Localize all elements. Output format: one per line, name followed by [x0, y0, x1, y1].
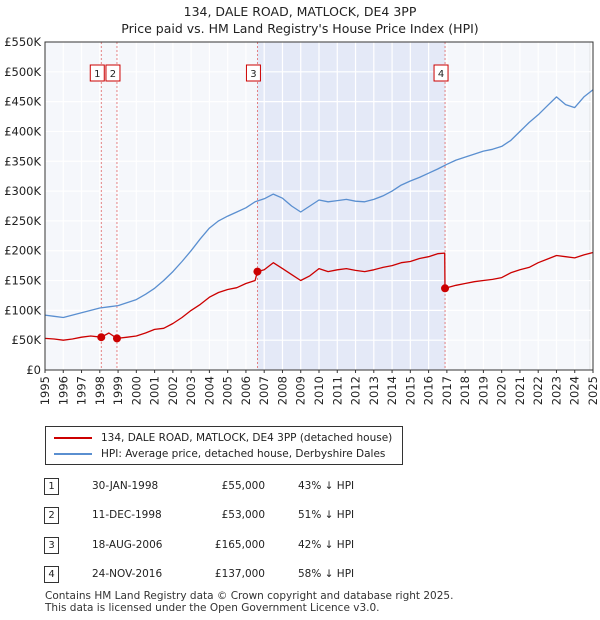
y-tick-label: £200K	[4, 244, 41, 258]
y-tick-label: £550K	[4, 35, 41, 49]
x-tick-label: 2012	[349, 376, 363, 405]
legend-label-hpi: HPI: Average price, detached house, Derb…	[101, 448, 386, 460]
row-hpi-delta: 58% ↓ HPI	[298, 568, 355, 580]
x-tick-label: 2003	[184, 376, 198, 405]
x-tick-label: 2013	[367, 376, 381, 405]
x-tick-label: 2023	[549, 376, 563, 405]
legend-swatch-blue	[54, 453, 92, 455]
shaded-ownership-period	[257, 42, 446, 370]
sale-number-box	[433, 64, 449, 82]
sale-number-box	[105, 64, 121, 82]
footer-line-licence: This data is licensed under the Open Gov…	[45, 602, 380, 614]
y-tick-label: £450K	[4, 95, 41, 109]
chart-subtitle: Price paid vs. HM Land Registry's House …	[121, 21, 479, 36]
x-tick-label: 2001	[148, 376, 162, 405]
x-tick-label: 2025	[586, 376, 600, 405]
y-tick-label: £250K	[4, 214, 41, 228]
sale-number-label: 1	[94, 69, 100, 80]
row-hpi-delta: 43% ↓ HPI	[298, 480, 355, 492]
x-tick-label: 2004	[202, 376, 216, 405]
y-tick-label: £500K	[4, 65, 41, 79]
sale-number-box	[245, 64, 261, 82]
y-tick-label: £0	[26, 363, 41, 377]
x-tick-label: 2018	[458, 376, 472, 405]
plot-border	[44, 41, 594, 371]
x-tick-label: 1996	[56, 376, 70, 405]
y-tick-label: £100K	[4, 303, 41, 317]
chart-title: 134, DALE ROAD, MATLOCK, DE4 3PP	[183, 4, 417, 19]
x-tick-label: 2008	[275, 376, 289, 405]
row-number-badge: 1	[44, 478, 59, 495]
row-hpi-delta: 51% ↓ HPI	[298, 509, 355, 521]
x-tick-label: 2000	[129, 376, 143, 405]
x-tick-label: 2024	[568, 376, 582, 405]
x-tick-label: 2022	[531, 376, 545, 405]
x-tick-label: 2020	[495, 376, 509, 405]
row-price: £53,000	[221, 509, 265, 521]
row-price: £165,000	[214, 539, 265, 551]
legend-label-property: 134, DALE ROAD, MATLOCK, DE4 3PP (detach…	[101, 432, 393, 444]
table-row: 2 11-DEC-1998 £53,000 51% ↓ HPI	[40, 507, 460, 524]
series-line-property	[44, 251, 594, 341]
sale-number-label: 2	[110, 69, 116, 80]
sale-point	[441, 284, 450, 293]
sale-point	[112, 334, 121, 343]
x-tick-label: 1995	[38, 376, 52, 405]
y-tick-label: £150K	[4, 274, 41, 288]
y-tick-label: £400K	[4, 124, 41, 138]
y-tick-label: £50K	[12, 333, 42, 347]
y-tick-label: £350K	[4, 154, 41, 168]
x-tick-label: 1999	[111, 376, 125, 405]
row-date: 18-AUG-2006	[92, 539, 163, 551]
x-tick-label: 2021	[513, 376, 527, 405]
row-price: £137,000	[214, 568, 265, 580]
row-number-badge: 2	[44, 507, 59, 524]
table-row: 1 30-JAN-1998 £55,000 43% ↓ HPI	[40, 478, 460, 495]
x-tick-label: 2019	[476, 376, 490, 405]
x-tick-label: 2005	[221, 376, 235, 405]
series-line-hpi	[44, 89, 594, 319]
footer-attribution: Contains HM Land Registry data © Crown c…	[45, 590, 453, 614]
sale-number-box	[89, 64, 105, 82]
row-date: 11-DEC-1998	[92, 509, 162, 521]
sale-number-label: 4	[438, 69, 444, 80]
row-date: 30-JAN-1998	[92, 480, 159, 492]
row-price: £55,000	[221, 480, 265, 492]
price-chart: £0 £50K £100K £150K £200K £250K £300K £350K £400…	[4, 35, 600, 405]
chart-title-block: 134, DALE ROAD, MATLOCK, DE4 3PP Price p…	[0, 3, 600, 37]
x-tick-label: 2016	[422, 376, 436, 405]
row-number-badge: 4	[44, 566, 59, 583]
x-tick-label: 2009	[294, 376, 308, 405]
x-tick-label: 2011	[330, 376, 344, 405]
sale-point	[97, 333, 106, 342]
row-date: 24-NOV-2016	[92, 568, 163, 580]
x-tick-label: 2017	[440, 376, 454, 405]
table-row: 4 24-NOV-2016 £137,000 58% ↓ HPI	[40, 566, 460, 583]
chart-legend: 134, DALE ROAD, MATLOCK, DE4 3PP (detach…	[45, 426, 403, 465]
x-tick-label: 2015	[403, 376, 417, 405]
row-hpi-delta: 42% ↓ HPI	[298, 539, 355, 551]
legend-item-property: 134, DALE ROAD, MATLOCK, DE4 3PP (detach…	[54, 431, 392, 445]
x-tick-label: 2014	[385, 376, 399, 405]
sale-number-label: 3	[250, 69, 256, 80]
x-tick-label: 1998	[93, 376, 107, 405]
x-tick-label: 2007	[257, 376, 271, 405]
legend-item-hpi: HPI: Average price, detached house, Derb…	[54, 447, 385, 461]
x-tick-label: 1997	[75, 376, 89, 405]
footer-line-copyright: Contains HM Land Registry data © Crown c…	[45, 590, 454, 602]
x-tick-label: 2002	[166, 376, 180, 405]
y-tick-label: £300K	[4, 184, 41, 198]
x-tick-label: 2006	[239, 376, 253, 405]
legend-swatch-red	[54, 437, 92, 439]
sale-point	[253, 267, 262, 276]
table-row: 3 18-AUG-2006 £165,000 42% ↓ HPI	[40, 537, 460, 554]
x-tick-label: 2010	[312, 376, 326, 405]
row-number-badge: 3	[44, 537, 59, 554]
